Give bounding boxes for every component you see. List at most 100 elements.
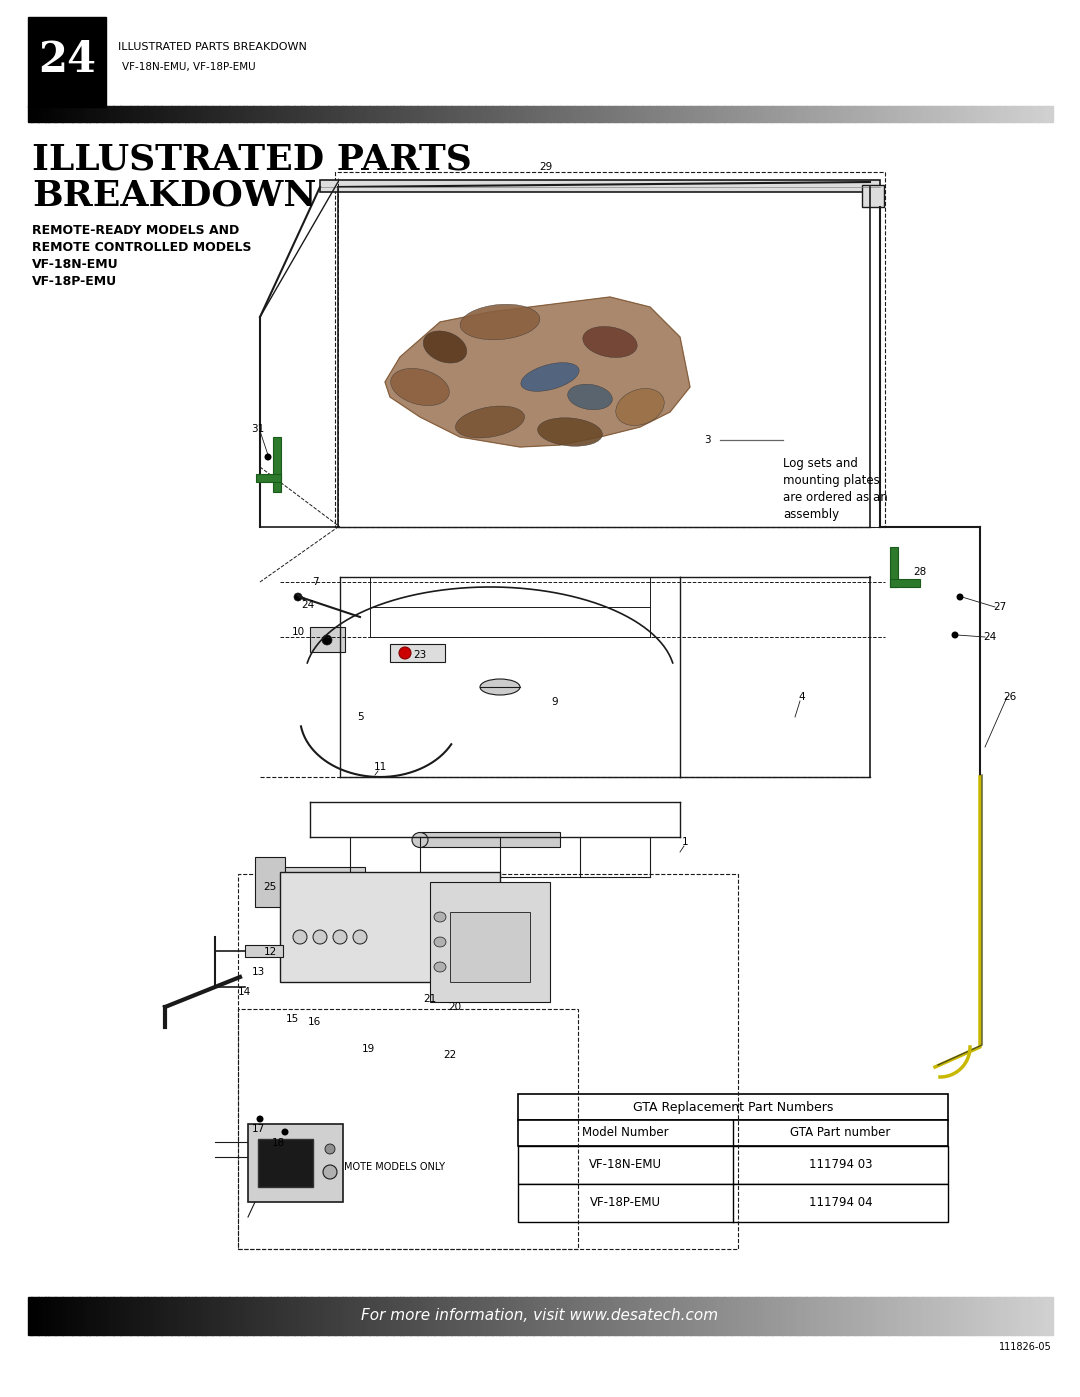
Bar	[994, 1296, 998, 1336]
Bar	[701, 1296, 704, 1336]
Bar	[369, 106, 374, 122]
Bar	[936, 1296, 940, 1336]
Bar	[813, 106, 816, 122]
Text: REMOTE CONTROLLED MODELS: REMOTE CONTROLLED MODELS	[32, 242, 252, 254]
Bar	[940, 1296, 943, 1336]
Bar	[711, 1296, 715, 1336]
Bar	[264, 106, 268, 122]
Bar	[518, 1146, 948, 1185]
Bar	[66, 1296, 69, 1336]
Bar	[273, 1296, 278, 1336]
Bar	[663, 106, 666, 122]
Bar	[417, 106, 421, 122]
Bar	[233, 106, 237, 122]
Bar	[513, 1296, 516, 1336]
Bar	[322, 106, 325, 122]
Bar	[570, 106, 575, 122]
Bar	[117, 1296, 121, 1336]
Text: ILLUSTRATED PARTS BREAKDOWN: ILLUSTRATED PARTS BREAKDOWN	[118, 42, 307, 52]
Text: GTA Replacement Part Numbers: GTA Replacement Part Numbers	[633, 1101, 833, 1113]
Bar	[45, 106, 49, 122]
Bar	[335, 106, 339, 122]
Bar	[1042, 106, 1045, 122]
Bar	[912, 1296, 916, 1336]
Bar	[564, 106, 568, 122]
Bar	[666, 106, 671, 122]
Bar	[45, 1296, 49, 1336]
Bar	[775, 1296, 780, 1336]
Bar	[813, 1296, 816, 1336]
Bar	[635, 1296, 639, 1336]
Bar	[1035, 106, 1039, 122]
Text: 23: 23	[414, 650, 427, 659]
Bar	[861, 1296, 865, 1336]
Bar	[383, 106, 387, 122]
Bar	[516, 1296, 521, 1336]
Bar	[319, 106, 322, 122]
Ellipse shape	[616, 388, 664, 426]
Bar	[320, 180, 880, 191]
Text: 1: 1	[681, 837, 688, 847]
Bar	[472, 1296, 475, 1336]
Bar	[492, 1296, 496, 1336]
Ellipse shape	[568, 384, 612, 409]
Bar	[291, 1296, 295, 1336]
Bar	[127, 106, 131, 122]
Bar	[131, 1296, 134, 1336]
Bar	[769, 1296, 772, 1336]
Bar	[970, 1296, 974, 1336]
Bar	[758, 106, 762, 122]
Bar	[912, 106, 916, 122]
Bar	[69, 1296, 72, 1336]
Bar	[229, 106, 233, 122]
Bar	[867, 1296, 872, 1336]
Bar	[843, 1296, 848, 1336]
Bar	[260, 106, 264, 122]
Bar	[831, 1296, 834, 1336]
Ellipse shape	[434, 963, 446, 972]
Bar	[789, 106, 793, 122]
Bar	[994, 106, 998, 122]
Bar	[575, 106, 578, 122]
Bar	[103, 1296, 107, 1336]
Bar	[455, 1296, 459, 1336]
Bar	[355, 106, 360, 122]
Bar	[90, 1296, 93, 1336]
Bar	[919, 106, 922, 122]
Bar	[998, 106, 1001, 122]
Bar	[892, 1296, 895, 1336]
Bar	[52, 106, 56, 122]
Bar	[437, 106, 442, 122]
Text: 25: 25	[264, 882, 276, 893]
Bar	[151, 106, 154, 122]
Bar	[605, 1296, 609, 1336]
Bar	[154, 1296, 158, 1336]
Bar	[619, 106, 622, 122]
Bar	[319, 1296, 322, 1336]
Bar	[175, 106, 178, 122]
Ellipse shape	[460, 305, 540, 339]
Bar	[99, 106, 104, 122]
Bar	[424, 1296, 428, 1336]
Bar	[690, 106, 694, 122]
Bar	[168, 1296, 172, 1336]
Bar	[793, 1296, 797, 1336]
Bar	[639, 1296, 643, 1336]
Bar	[646, 1296, 650, 1336]
Bar	[278, 106, 281, 122]
Bar	[670, 1296, 674, 1336]
Bar	[936, 106, 940, 122]
Bar	[28, 1296, 32, 1336]
Bar	[885, 1296, 889, 1336]
Bar	[1038, 1296, 1042, 1336]
Text: 10: 10	[292, 627, 305, 637]
Bar	[748, 1296, 752, 1336]
Bar	[697, 106, 701, 122]
Bar	[731, 1296, 735, 1336]
Bar	[475, 106, 480, 122]
Bar	[140, 106, 145, 122]
Bar	[905, 1296, 909, 1336]
Bar	[608, 106, 612, 122]
Bar	[379, 106, 383, 122]
Bar	[867, 106, 872, 122]
